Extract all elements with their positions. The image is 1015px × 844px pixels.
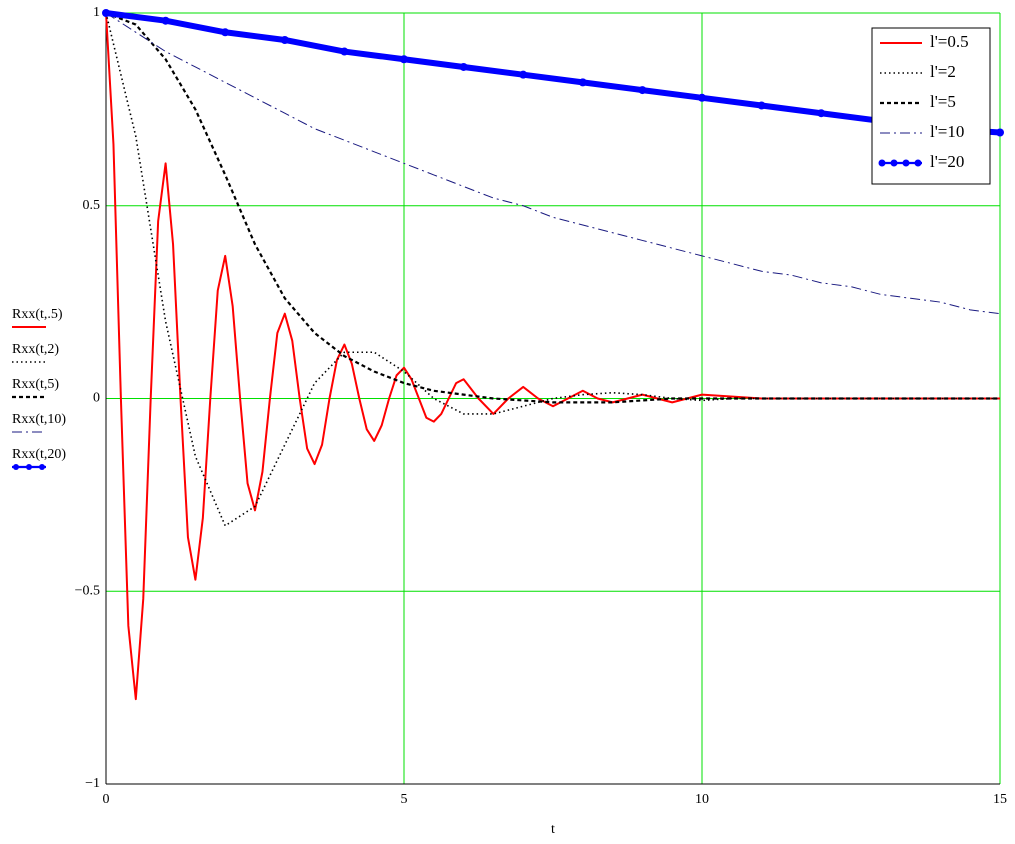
y-axis-expression: Rxx(t,20) [12, 447, 66, 462]
legend-label: l'=2 [930, 62, 956, 81]
legend-label: l'=20 [930, 152, 964, 171]
series-line [105, 12, 1000, 701]
marker [638, 86, 647, 95]
legend-marker [890, 159, 898, 167]
legend-marker [914, 159, 922, 167]
y-axis-expression: Rxx(t,5) [12, 377, 59, 392]
series-line [105, 11, 1000, 404]
y-tick-label: −0.5 [75, 583, 100, 598]
marker [698, 93, 706, 102]
marker [400, 55, 408, 64]
y-tick-label: −1 [85, 776, 100, 791]
marker [221, 28, 230, 37]
y-axis-expression: Rxx(t,10) [12, 412, 66, 427]
expression-marker [13, 464, 19, 470]
legend-box [871, 27, 991, 185]
x-tick-label: 0 [103, 792, 110, 807]
legend-label: l'=0.5 [930, 32, 969, 51]
legend: l'=0.5 l'=2 l'=5 l'=10 l'=20 [871, 27, 991, 185]
y-tick-label: 0.5 [83, 198, 101, 213]
series-line [105, 12, 1001, 315]
expression-marker [39, 464, 45, 470]
legend-marker [902, 159, 910, 167]
marker [519, 70, 528, 79]
marker [102, 9, 110, 17]
y-axis-expression: Rxx(t,.5) [12, 307, 63, 322]
expression-marker [26, 464, 32, 470]
y-tick-label: 1 [93, 5, 100, 20]
marker [996, 128, 1004, 137]
legend-label: l'=10 [930, 122, 964, 141]
series-line [105, 12, 1000, 527]
marker [340, 47, 349, 56]
y-axis-expression: Rxx(t,2) [12, 342, 59, 357]
marker [280, 35, 289, 44]
x-tick-label: 15 [993, 792, 1007, 807]
legend-label: l'=5 [930, 92, 956, 111]
legend-marker [878, 159, 886, 167]
series-line [105, 10, 1001, 136]
marker [757, 101, 766, 110]
y-tick-label: 0 [93, 391, 100, 406]
marker [459, 62, 468, 71]
marker [578, 78, 587, 87]
x-axis-title: t [551, 822, 555, 837]
marker [161, 16, 170, 25]
x-tick-label: 5 [401, 792, 408, 807]
x-tick-label: 10 [695, 792, 709, 807]
marker [817, 109, 826, 118]
